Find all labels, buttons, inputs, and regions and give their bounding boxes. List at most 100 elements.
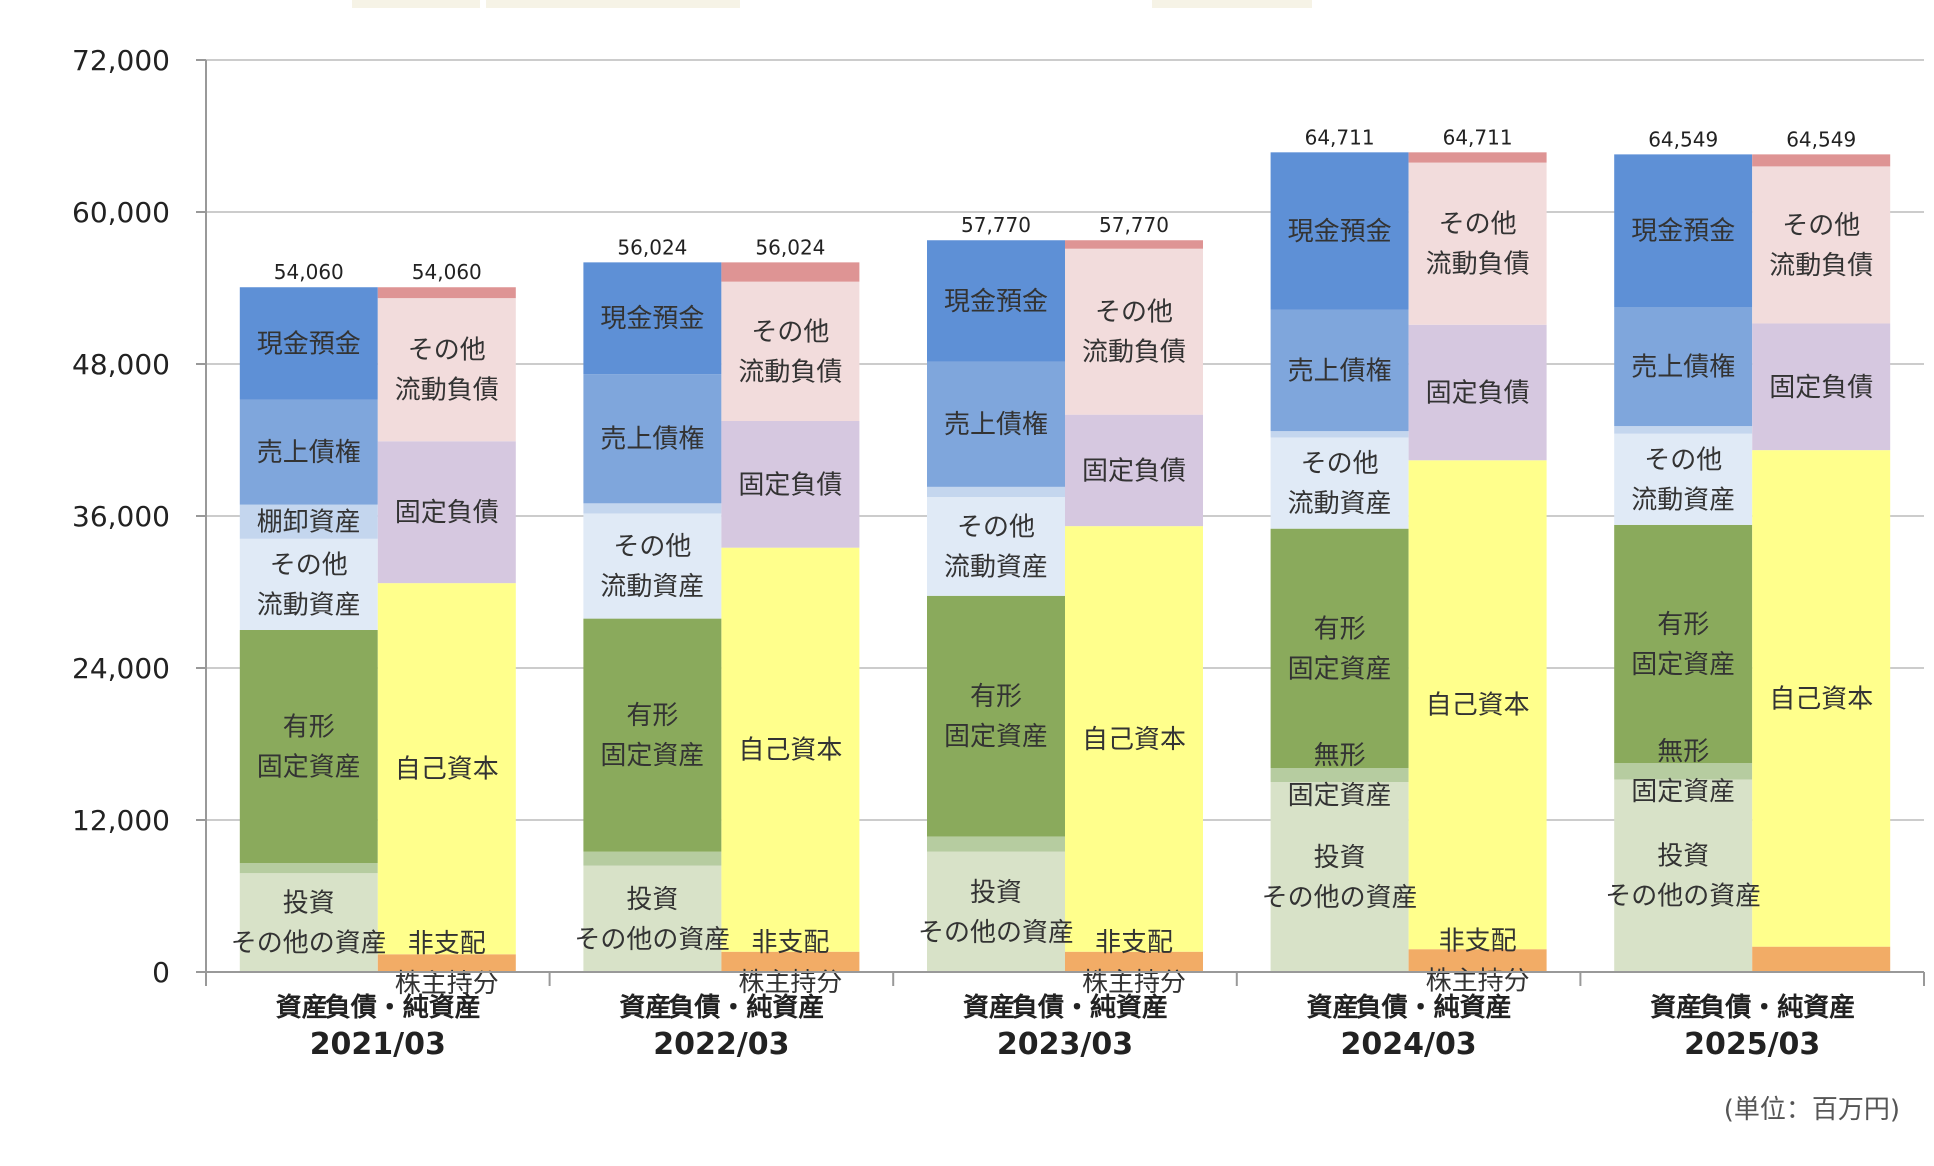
liability-segment-fixed_liab (377, 441, 516, 584)
asset-segment-investment (583, 865, 722, 972)
asset-segment-receivables (1614, 307, 1753, 427)
liability-segment-minority (377, 954, 516, 972)
liability-segment-other_current_liab (721, 281, 860, 421)
asset-label-investment: その他の資産 (231, 929, 387, 959)
asset-segment-investment (927, 851, 1065, 972)
asset-label-investment: 投資 (970, 878, 1022, 908)
asset-label-tangible: 有形 (1314, 614, 1366, 644)
liability-label-minority: 非支配 (1439, 927, 1517, 957)
asset-label-other_current: 流動資産 (257, 590, 361, 620)
liability-segment-minority (1408, 949, 1547, 972)
liability-label-other_current_liab: その他 (751, 317, 829, 347)
liability-segment-equity (1408, 460, 1547, 950)
asset-label-investment: その他の資産 (918, 918, 1074, 948)
top-tab-1 (352, 0, 480, 8)
asset-segment-intangible (927, 836, 1065, 852)
liability-label-minority: 非支配 (408, 929, 486, 959)
asset-segment-other_current (1614, 433, 1753, 525)
asset-segment-receivables (927, 361, 1065, 487)
asset-label-receivables: 売上債権 (257, 438, 361, 468)
asset-segment-intangible (583, 851, 722, 866)
asset-total-label: 56,024 (617, 235, 687, 259)
asset-segment-other_current (1270, 437, 1409, 529)
column-label-assets: 資産 (1650, 992, 1702, 1023)
top-tab-3 (1152, 0, 1312, 8)
liability-segment-top_liab (377, 287, 516, 299)
liability-segment-equity (377, 583, 516, 955)
liability-label-other_current_liab: 流動負債 (1426, 250, 1530, 280)
asset-label-tangible: 固定資産 (600, 741, 704, 771)
asset-segment-other_current (927, 497, 1065, 596)
y-tick-label: 0 (152, 956, 170, 989)
y-tick-label: 12,000 (72, 804, 170, 837)
liability-segment-other_current_liab (1408, 162, 1547, 325)
liability-label-other_current_liab: 流動負債 (738, 357, 842, 387)
y-tick-label: 36,000 (72, 500, 170, 533)
asset-segment-investment (1614, 779, 1753, 972)
asset-label-other_current: 流動資産 (944, 552, 1048, 582)
asset-label-investment: 投資 (283, 889, 335, 919)
column-label-assets: 資産 (1307, 992, 1359, 1023)
asset-segment-cash (1270, 152, 1409, 310)
asset-segment-intangible (1270, 768, 1409, 782)
liability-label-minority: 非支配 (1095, 928, 1173, 958)
liability-label-equity: 自己資本 (1426, 691, 1530, 721)
asset-segment-inventory (1270, 431, 1409, 438)
asset-label-tangible: 固定資産 (944, 722, 1048, 752)
liability-segment-equity (1065, 526, 1203, 952)
unit-note: (単位：百万円) (1724, 1095, 1900, 1125)
liability-segment-top_liab (1065, 240, 1203, 249)
liability-label-other_current_liab: 流動負債 (1082, 338, 1186, 368)
asset-segment-receivables (239, 399, 378, 505)
column-label-assets: 資産 (619, 992, 671, 1023)
asset-segment-receivables (1270, 309, 1409, 432)
liability-label-fixed_liab: 固定負債 (1426, 379, 1530, 409)
y-tick-label: 60,000 (72, 196, 170, 229)
asset-label-other_current: 流動資産 (1631, 485, 1735, 515)
asset-segment-investment (239, 873, 378, 972)
asset-segment-tangible (927, 595, 1065, 837)
period-label: 2025/03 (1684, 1027, 1820, 1062)
asset-label-cash: 現金預金 (1288, 217, 1392, 247)
asset-label-investment: その他の資産 (574, 925, 730, 955)
liability-label-other_current_liab: その他 (1439, 210, 1517, 240)
asset-segment-cash (239, 287, 378, 400)
liability-label-fixed_liab: 固定負債 (395, 498, 499, 528)
liability-total-label: 56,024 (755, 235, 825, 259)
liability-label-fixed_liab: 固定負債 (1082, 456, 1186, 486)
asset-label-other_current: その他 (613, 532, 691, 562)
liability-label-other_current_liab: 流動負債 (395, 376, 499, 406)
asset-label-other_current: その他 (957, 512, 1035, 542)
liability-segment-fixed_liab (1408, 324, 1547, 461)
asset-total-label: 64,549 (1648, 127, 1718, 151)
liability-segment-equity (721, 547, 860, 952)
asset-label-other_current: その他 (270, 550, 348, 580)
asset-label-inventory: 棚卸資産 (257, 508, 361, 538)
liability-segment-other_current_liab (1065, 248, 1203, 415)
asset-total-label: 57,770 (961, 213, 1031, 237)
asset-segment-intangible (1614, 763, 1753, 780)
asset-label-receivables: 売上債権 (1631, 353, 1735, 383)
y-tick-label: 48,000 (72, 348, 170, 381)
liability-total-label: 54,060 (412, 260, 482, 284)
liability-segment-minority (1752, 946, 1891, 972)
asset-label-tangible: 有形 (1657, 610, 1709, 640)
segment-labels: 投資その他の資産有形固定資産その他流動資産棚卸資産売上債権現金預金非支配株主持分… (231, 125, 1873, 999)
bars (239, 152, 1891, 972)
asset-total-label: 64,711 (1305, 125, 1375, 149)
liability-label-equity: 自己資本 (1082, 725, 1186, 755)
asset-label-other_current: 流動資産 (1288, 489, 1392, 519)
asset-label-tangible: 固定資産 (257, 753, 361, 783)
asset-label-investment: 投資 (626, 885, 678, 915)
asset-label-tangible: 有形 (970, 682, 1022, 712)
liability-segment-fixed_liab (1752, 323, 1891, 451)
asset-segment-tangible (239, 630, 378, 864)
asset-segment-other_current (583, 513, 722, 619)
asset-segment-investment (1270, 782, 1409, 972)
liability-segment-top_liab (721, 262, 860, 282)
asset-total-label: 54,060 (274, 260, 344, 284)
asset-label-cash: 現金預金 (944, 287, 1048, 317)
period-label: 2023/03 (997, 1027, 1133, 1062)
asset-segment-other_current (239, 538, 378, 630)
asset-label-investment: その他の資産 (1262, 883, 1418, 913)
